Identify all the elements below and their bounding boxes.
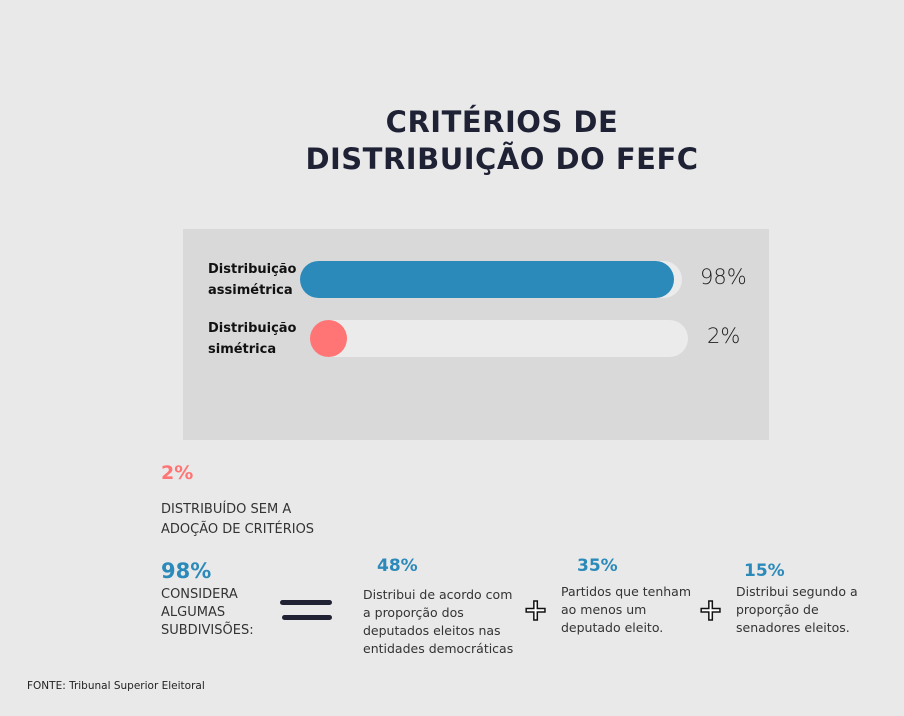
bar-label-assimetrica: Distribuição assimétrica: [208, 262, 297, 298]
part-15-percent: 15%: [744, 561, 785, 581]
part-35-text: Partidos que tenham ao menos um deputado e…: [561, 584, 692, 635]
bar-simetrica: [310, 320, 347, 357]
title-line-1: CRITÉRIOS DE: [385, 105, 619, 139]
title-line-2: DISTRIBUIÇÃO DO FEFC: [305, 142, 699, 176]
part-35-percent: 35%: [577, 556, 618, 576]
bar-track-simetrica: [310, 320, 688, 357]
value-label-simetrica: 2%: [707, 324, 741, 348]
bar-assimetrica: [300, 261, 675, 298]
plus-icon: +: [522, 593, 549, 628]
page-title: CRITÉRIOS DE DISTRIBUIÇÃO DO FEFC: [0, 104, 904, 178]
note-percent: 2%: [161, 462, 194, 484]
part-48-text: Distribui de acordo com a proporção dos de…: [363, 587, 514, 656]
equals-icon-line: [282, 615, 332, 620]
plus-icon: +: [697, 593, 724, 628]
considera-text: CONSIDERA ALGUMAS SUBDIVISÕES:: [161, 587, 254, 638]
part-48-percent: 48%: [377, 556, 418, 576]
note-text: DISTRIBUÍDO SEM A ADOÇÃO DE CRITÉRIOS: [161, 502, 315, 537]
equals-icon: [280, 600, 332, 605]
considera-percent: 98%: [161, 559, 212, 583]
bar-track-assimetrica: [300, 261, 682, 298]
bar-label-simetrica: Distribuição simétrica: [208, 321, 297, 357]
value-label-assimetrica: 98%: [700, 265, 747, 289]
part-15-text: Distribui segundo a proporção de senadores…: [736, 584, 858, 635]
source-note: FONTE: Tribunal Superior Eleitoral: [27, 680, 205, 692]
